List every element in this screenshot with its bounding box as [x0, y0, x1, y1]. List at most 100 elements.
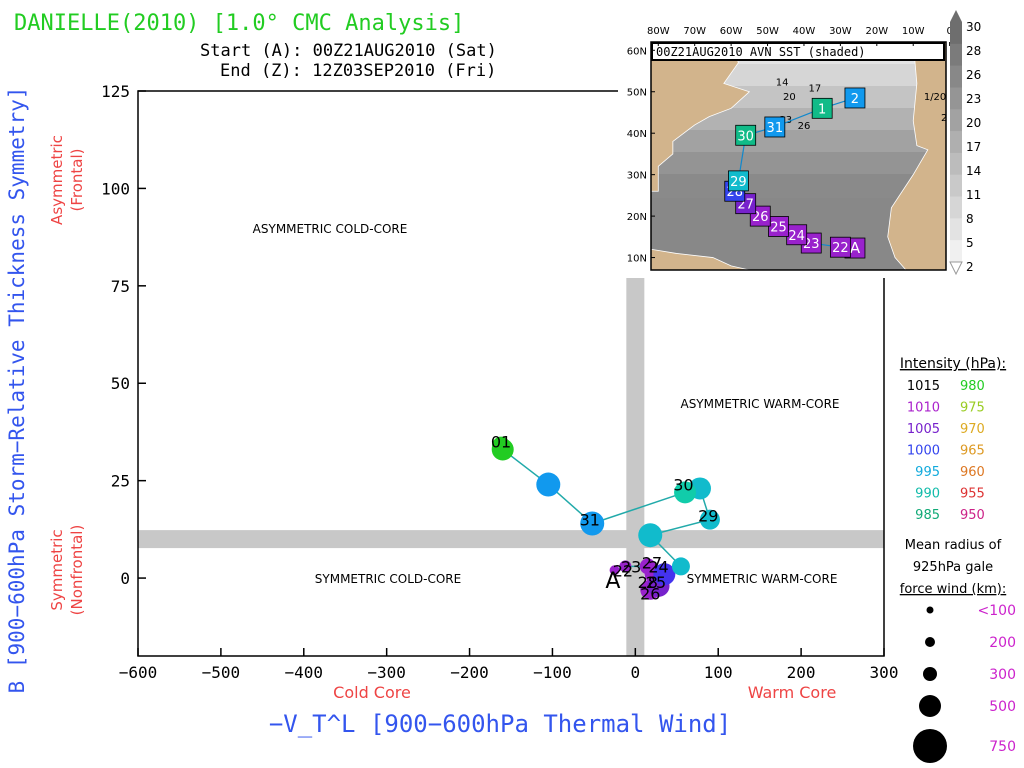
intensity-value: 985 [915, 508, 940, 523]
x-sub-warm: Warm Core [748, 683, 837, 702]
inset-lat-label: 10N [627, 254, 647, 265]
x-tick-label: −600 [119, 663, 158, 682]
colorbar-segment [950, 87, 962, 110]
inset-track-label: 25 [770, 220, 787, 235]
x-tick-label: −200 [450, 663, 489, 682]
inset-lat-label: 40N [627, 129, 647, 140]
sst-contour-label: 23 [779, 115, 792, 126]
track-point-label: 31 [580, 511, 600, 530]
sst-shade-band [651, 152, 946, 176]
radius-label: <100 [978, 603, 1016, 619]
intensity-value: 960 [960, 465, 985, 480]
y-tick-label: 75 [111, 277, 130, 296]
track-point [492, 436, 511, 455]
radius-title-2: 925hPa gale [913, 560, 993, 575]
track-point-label: 28 [638, 573, 658, 592]
y-axis-label: B [900−600hPa Storm−Relative Thickness S… [5, 87, 29, 694]
inset-track-label: 30 [737, 129, 754, 144]
radius-title-1: Mean radius of [905, 538, 1002, 553]
y-tick-label: 0 [120, 569, 130, 588]
inset-track-label: A [850, 239, 861, 257]
radius-label: 200 [989, 635, 1016, 651]
quadrant-sym-cold: SYMMETRIC COLD-CORE [315, 572, 461, 586]
inset-lon-label: 70W [683, 26, 706, 37]
track-point-label: 22 [613, 561, 633, 580]
inset-lon-label: 60W [720, 26, 743, 37]
track-point [609, 565, 620, 576]
track-point [674, 481, 697, 504]
track-point-label: 01 [491, 433, 511, 452]
x-tick-label: −300 [367, 663, 406, 682]
intensity-value: 955 [960, 487, 985, 502]
track-point-label: 23 [621, 557, 641, 576]
radius-title-3: force wind (km): [900, 582, 1006, 597]
inset-title-box [651, 42, 945, 61]
inset-lat-label: 30N [627, 171, 647, 182]
x-tick-label: −400 [285, 663, 324, 682]
inset-track-marker [829, 236, 851, 258]
y-sub-sym-2: (Nonfrontal) [68, 525, 86, 616]
inset-lon-label: 10W [902, 26, 925, 37]
track-point-label: 29 [698, 507, 718, 526]
inset-title: 00Z21AUG2010 AVN SST (shaded) [656, 45, 866, 59]
colorbar-segment [950, 22, 962, 45]
legend-panel: Intensity (hPa): Mean radius of 925hPa g… [900, 356, 1016, 763]
inset-track-marker [728, 170, 749, 192]
intensity-value: 970 [960, 422, 985, 437]
quadrant-asym-cold: ASYMMETRIC COLD-CORE [253, 222, 408, 236]
sst-shade-band [651, 174, 946, 198]
inset-lon-label: 0 [946, 26, 952, 37]
sst-shade-band [651, 130, 946, 154]
inset-track-marker [735, 124, 757, 146]
inset-track-label: 24 [788, 229, 805, 244]
intensity-value: 990 [915, 487, 940, 502]
y-sub-asym-2: (Frontal) [68, 148, 86, 211]
y-sub-asym-1: Asymmetric [48, 135, 66, 225]
colorbar-segment [950, 218, 962, 241]
sst-contour-label: 20 [783, 92, 796, 103]
colorbar-label: 23 [966, 92, 981, 106]
track-point-label: 25 [646, 573, 666, 592]
y-tick-label: 50 [111, 374, 130, 393]
inset-lat-label: 60N [627, 46, 647, 57]
radius-marker [926, 606, 934, 614]
colorbar-label: 2 [966, 260, 974, 274]
phase-diagram-plot: −600 −500 −400 −300 −200 −100 0 100 200 300 0 25 50 7… [101, 82, 898, 682]
colorbar-label: 5 [966, 236, 974, 250]
radius-marker [923, 667, 937, 681]
colorbar-label: 30 [966, 20, 981, 34]
x-axis-label: −V_T^L [900−600hPa Thermal Wind] [269, 710, 731, 738]
intensity-value: 965 [960, 444, 985, 459]
inset-lat-label: 20N [627, 212, 647, 223]
colorbar-label: 14 [966, 164, 981, 178]
plot-frame [137, 90, 885, 657]
colorbar-label: 28 [966, 44, 981, 58]
colorbar-segment [950, 152, 962, 176]
colorbar-label: 11 [966, 188, 981, 202]
x-tick-label: −500 [202, 663, 241, 682]
inset-track-label: 2 [851, 92, 859, 107]
track-point [653, 563, 676, 586]
track-point [580, 511, 605, 536]
inset-track-label: 26 [752, 210, 769, 225]
chart-title: DANIELLE(2010) [1.0° CMC Analysis] [14, 11, 464, 36]
inset-track-marker [811, 97, 833, 119]
track-point-label: A [605, 569, 620, 594]
x-tick-label: 0 [631, 663, 641, 682]
track-point [536, 472, 561, 497]
x-tick-label: 300 [870, 663, 899, 682]
colorbar-label: 26 [966, 68, 981, 82]
x-tick-label: 200 [787, 663, 816, 682]
colorbar-segment [950, 65, 962, 88]
track-point [671, 557, 690, 576]
quadrant-sym-warm: SYMMETRIC WARM-CORE [687, 572, 838, 586]
y-tick-label: 125 [101, 82, 130, 101]
track-point [638, 523, 663, 548]
colorbar-segment [950, 196, 962, 219]
quadrant-asym-warm: ASYMMETRIC WARM-CORE [680, 397, 839, 411]
intensity-value: 980 [960, 379, 985, 394]
inset-track-label: 22 [832, 241, 849, 256]
y-sub-sym-1: Symmetric [48, 529, 66, 610]
intensity-value: 1015 [907, 379, 940, 394]
